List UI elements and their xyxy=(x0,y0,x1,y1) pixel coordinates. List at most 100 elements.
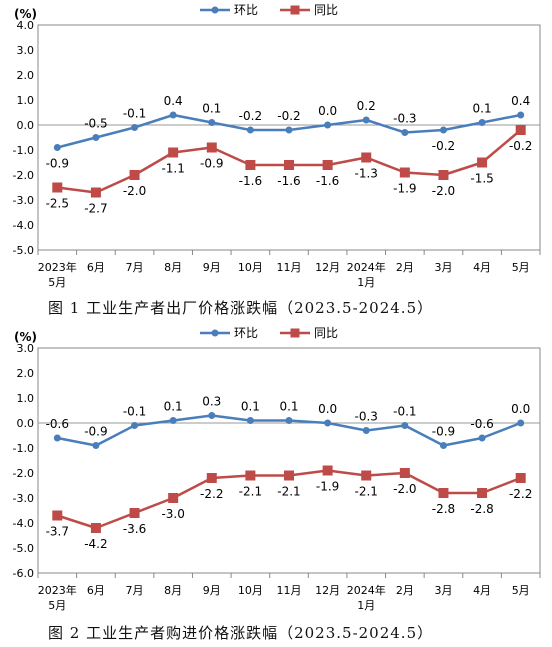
chart-1-series-1-data-label: -0.2 xyxy=(277,109,300,123)
chart-1-series-2-data-label: -1.6 xyxy=(277,174,300,188)
chart-2-y-tick-label: -1.0 xyxy=(13,442,34,455)
chart-1-series-1-point xyxy=(131,124,139,131)
chart-2-x-tick-label: 5月 xyxy=(48,599,66,612)
chart-1-series-2-data-label: -0.2 xyxy=(509,139,532,153)
chart-1-series-2-point xyxy=(129,170,140,180)
chart-1-x-tick-label: 12月 xyxy=(315,261,340,274)
chart-2-series-1-data-label: 0.0 xyxy=(318,402,337,416)
chart-1-series-2-data-label: -1.6 xyxy=(316,174,339,188)
chart-2-series-1-point xyxy=(92,442,100,449)
chart-1-legend-item-2: 同比 xyxy=(280,3,338,17)
chart-1-x-tick-label: 11月 xyxy=(277,261,302,274)
chart-2-series-2-point xyxy=(206,473,217,483)
chart-2-x-tick-label: 2024年 xyxy=(347,583,386,597)
chart-1-y-tick-label: -3.0 xyxy=(13,194,34,207)
chart-2-series-2-point xyxy=(168,493,179,503)
chart-1-series-1-data-label: -0.9 xyxy=(46,157,69,171)
chart-1-y-tick-label: 2.0 xyxy=(17,69,35,82)
chart-1-x-tick-label: 7月 xyxy=(126,261,144,274)
chart-1-y-tick-label: -5.0 xyxy=(13,244,34,257)
chart-2-legend-marker-2 xyxy=(290,328,300,338)
chart-1-x-tick-label: 1月 xyxy=(357,276,375,289)
chart-2-series-2-point xyxy=(477,488,488,498)
chart-1-series-1-data-label: 0.2 xyxy=(357,99,376,113)
chart-2-series-2-point xyxy=(438,488,449,498)
chart-1-series-1-point xyxy=(169,111,177,119)
chart-1-y-tick-label: 4.0 xyxy=(17,19,35,32)
chart-1-series-1-point xyxy=(439,126,447,134)
chart-2-series-1-data-label: 0.1 xyxy=(241,400,260,414)
chart-2-series-2-point xyxy=(245,470,256,481)
chart-1-x-tick-label: 10月 xyxy=(238,261,263,274)
chart-1-series-2-point xyxy=(168,147,179,158)
chart-1-series-1-point xyxy=(478,119,486,126)
chart-1-x-tick-label: 3月 xyxy=(434,261,452,274)
chart-2-legend-label-1: 环比 xyxy=(234,326,258,340)
chart-2-x-tick-label: 9月 xyxy=(203,584,221,597)
chart-2-series-1-data-label: -0.6 xyxy=(470,417,493,431)
chart-1-series-2-point xyxy=(284,160,294,170)
chart-2-series-1-point xyxy=(246,417,254,424)
chart-1-series-1-data-label: 0.4 xyxy=(511,94,530,108)
chart-1-x-tick-label: 5月 xyxy=(512,261,530,274)
chart-2-unit-label: (%) xyxy=(14,330,37,344)
chart-2-series-1-point xyxy=(53,434,61,442)
chart-1-x-tick-label: 2月 xyxy=(396,261,414,274)
chart-2-x-tick-label: 5月 xyxy=(512,584,530,597)
chart-1-series-1-data-label: -0.2 xyxy=(239,109,262,123)
chart-1-series-1-data-label: -0.2 xyxy=(432,139,455,153)
chart-1-series-2-data-label: -2.5 xyxy=(46,197,69,211)
chart-1-series-2-data-label: -1.5 xyxy=(470,172,493,186)
chart-1-legend-label-2: 同比 xyxy=(314,3,338,17)
chart-1-series-2-data-label: -2.0 xyxy=(432,184,455,198)
chart-2-series-1-point xyxy=(517,419,525,427)
chart-1-x-tick-label: 2023年 xyxy=(38,260,77,274)
chart-1-svg: (%) 环比 同比 4.0 3.0 2.0 1.0 0.0 -1.0 -2.0 -3.0 -4.0 -5… xyxy=(13,3,541,289)
chart-2-series-1-data-label: 0.1 xyxy=(164,400,183,414)
chart-1-series-1-point xyxy=(208,119,216,126)
chart-1-x-tick-label: 8月 xyxy=(164,261,182,274)
chart-1-y-tick-label: -4.0 xyxy=(13,219,34,232)
chart-1-series-1-point xyxy=(362,116,370,124)
chart-1-series-1-point xyxy=(246,126,254,134)
chart-2-x-tick-label: 8月 xyxy=(164,584,182,597)
chart-1-series-2-data-label: -1.3 xyxy=(355,167,378,181)
chart-2-x-tick-label: 4月 xyxy=(473,584,491,597)
chart-1-series-1-data-label: -0.1 xyxy=(123,107,146,121)
chart-1-series-2-point xyxy=(438,170,449,180)
chart-2-legend-item-2: 同比 xyxy=(280,326,338,340)
chart-2-svg: (%) 环比 同比3.02.01.00.0-1.0-2.0-3.0-4.0-5.0-… xyxy=(13,326,541,612)
chart-2-legend-marker-1 xyxy=(211,329,219,337)
chart-2-y-tick-label: 3.0 xyxy=(17,342,35,355)
chart-1-y-tick-label: -1.0 xyxy=(13,144,34,157)
chart-2-series-1-data-label: -0.3 xyxy=(355,410,378,424)
chart-2-series-1-point xyxy=(208,412,216,419)
chart-1-x-tick-label: 4月 xyxy=(473,261,491,274)
chart-1-series-2-point xyxy=(90,187,101,198)
chart-1-legend-item-1: 环比 xyxy=(200,3,258,17)
chart-1-series-2-point xyxy=(206,142,217,153)
chart-1-legend-marker-1 xyxy=(211,6,219,14)
chart-1-x-tick-label: 6月 xyxy=(87,261,105,274)
chart-2-series-2-data-label: -2.2 xyxy=(200,487,223,501)
chart-2-x-tick-label: 6月 xyxy=(87,584,105,597)
chart-1-legend-label-1: 环比 xyxy=(234,3,258,17)
chart-1-y-tick-label: 3.0 xyxy=(17,44,35,57)
chart-2-y-tick-label: 1.0 xyxy=(17,392,35,405)
chart-2-series-2-data-label: -3.7 xyxy=(46,525,69,539)
chart-1-series-1-point xyxy=(285,126,293,134)
chart-2-series-1-data-label: -0.6 xyxy=(46,417,69,431)
chart-2-series-1-data-label: -0.1 xyxy=(393,405,416,419)
chart-2-series-2-point xyxy=(515,473,526,483)
chart-2-y-tick-label: 2.0 xyxy=(17,367,35,380)
chart-1-series-2-point xyxy=(361,152,372,163)
chart-1-y-tick-label: 1.0 xyxy=(17,94,35,107)
chart-1-series-1-point xyxy=(324,121,332,129)
chart-2-y-tick-label: -4.0 xyxy=(13,517,34,530)
chart-2-series-1-point xyxy=(478,434,486,442)
chart-1-series-2-data-label: -2.7 xyxy=(84,202,107,216)
chart-2-series-1-point xyxy=(285,417,293,424)
chart-2-y-tick-label: -5.0 xyxy=(13,542,34,555)
chart-1-x-tick-label: 5月 xyxy=(48,276,66,289)
chart-2-y-tick-label: 0.0 xyxy=(17,417,35,430)
